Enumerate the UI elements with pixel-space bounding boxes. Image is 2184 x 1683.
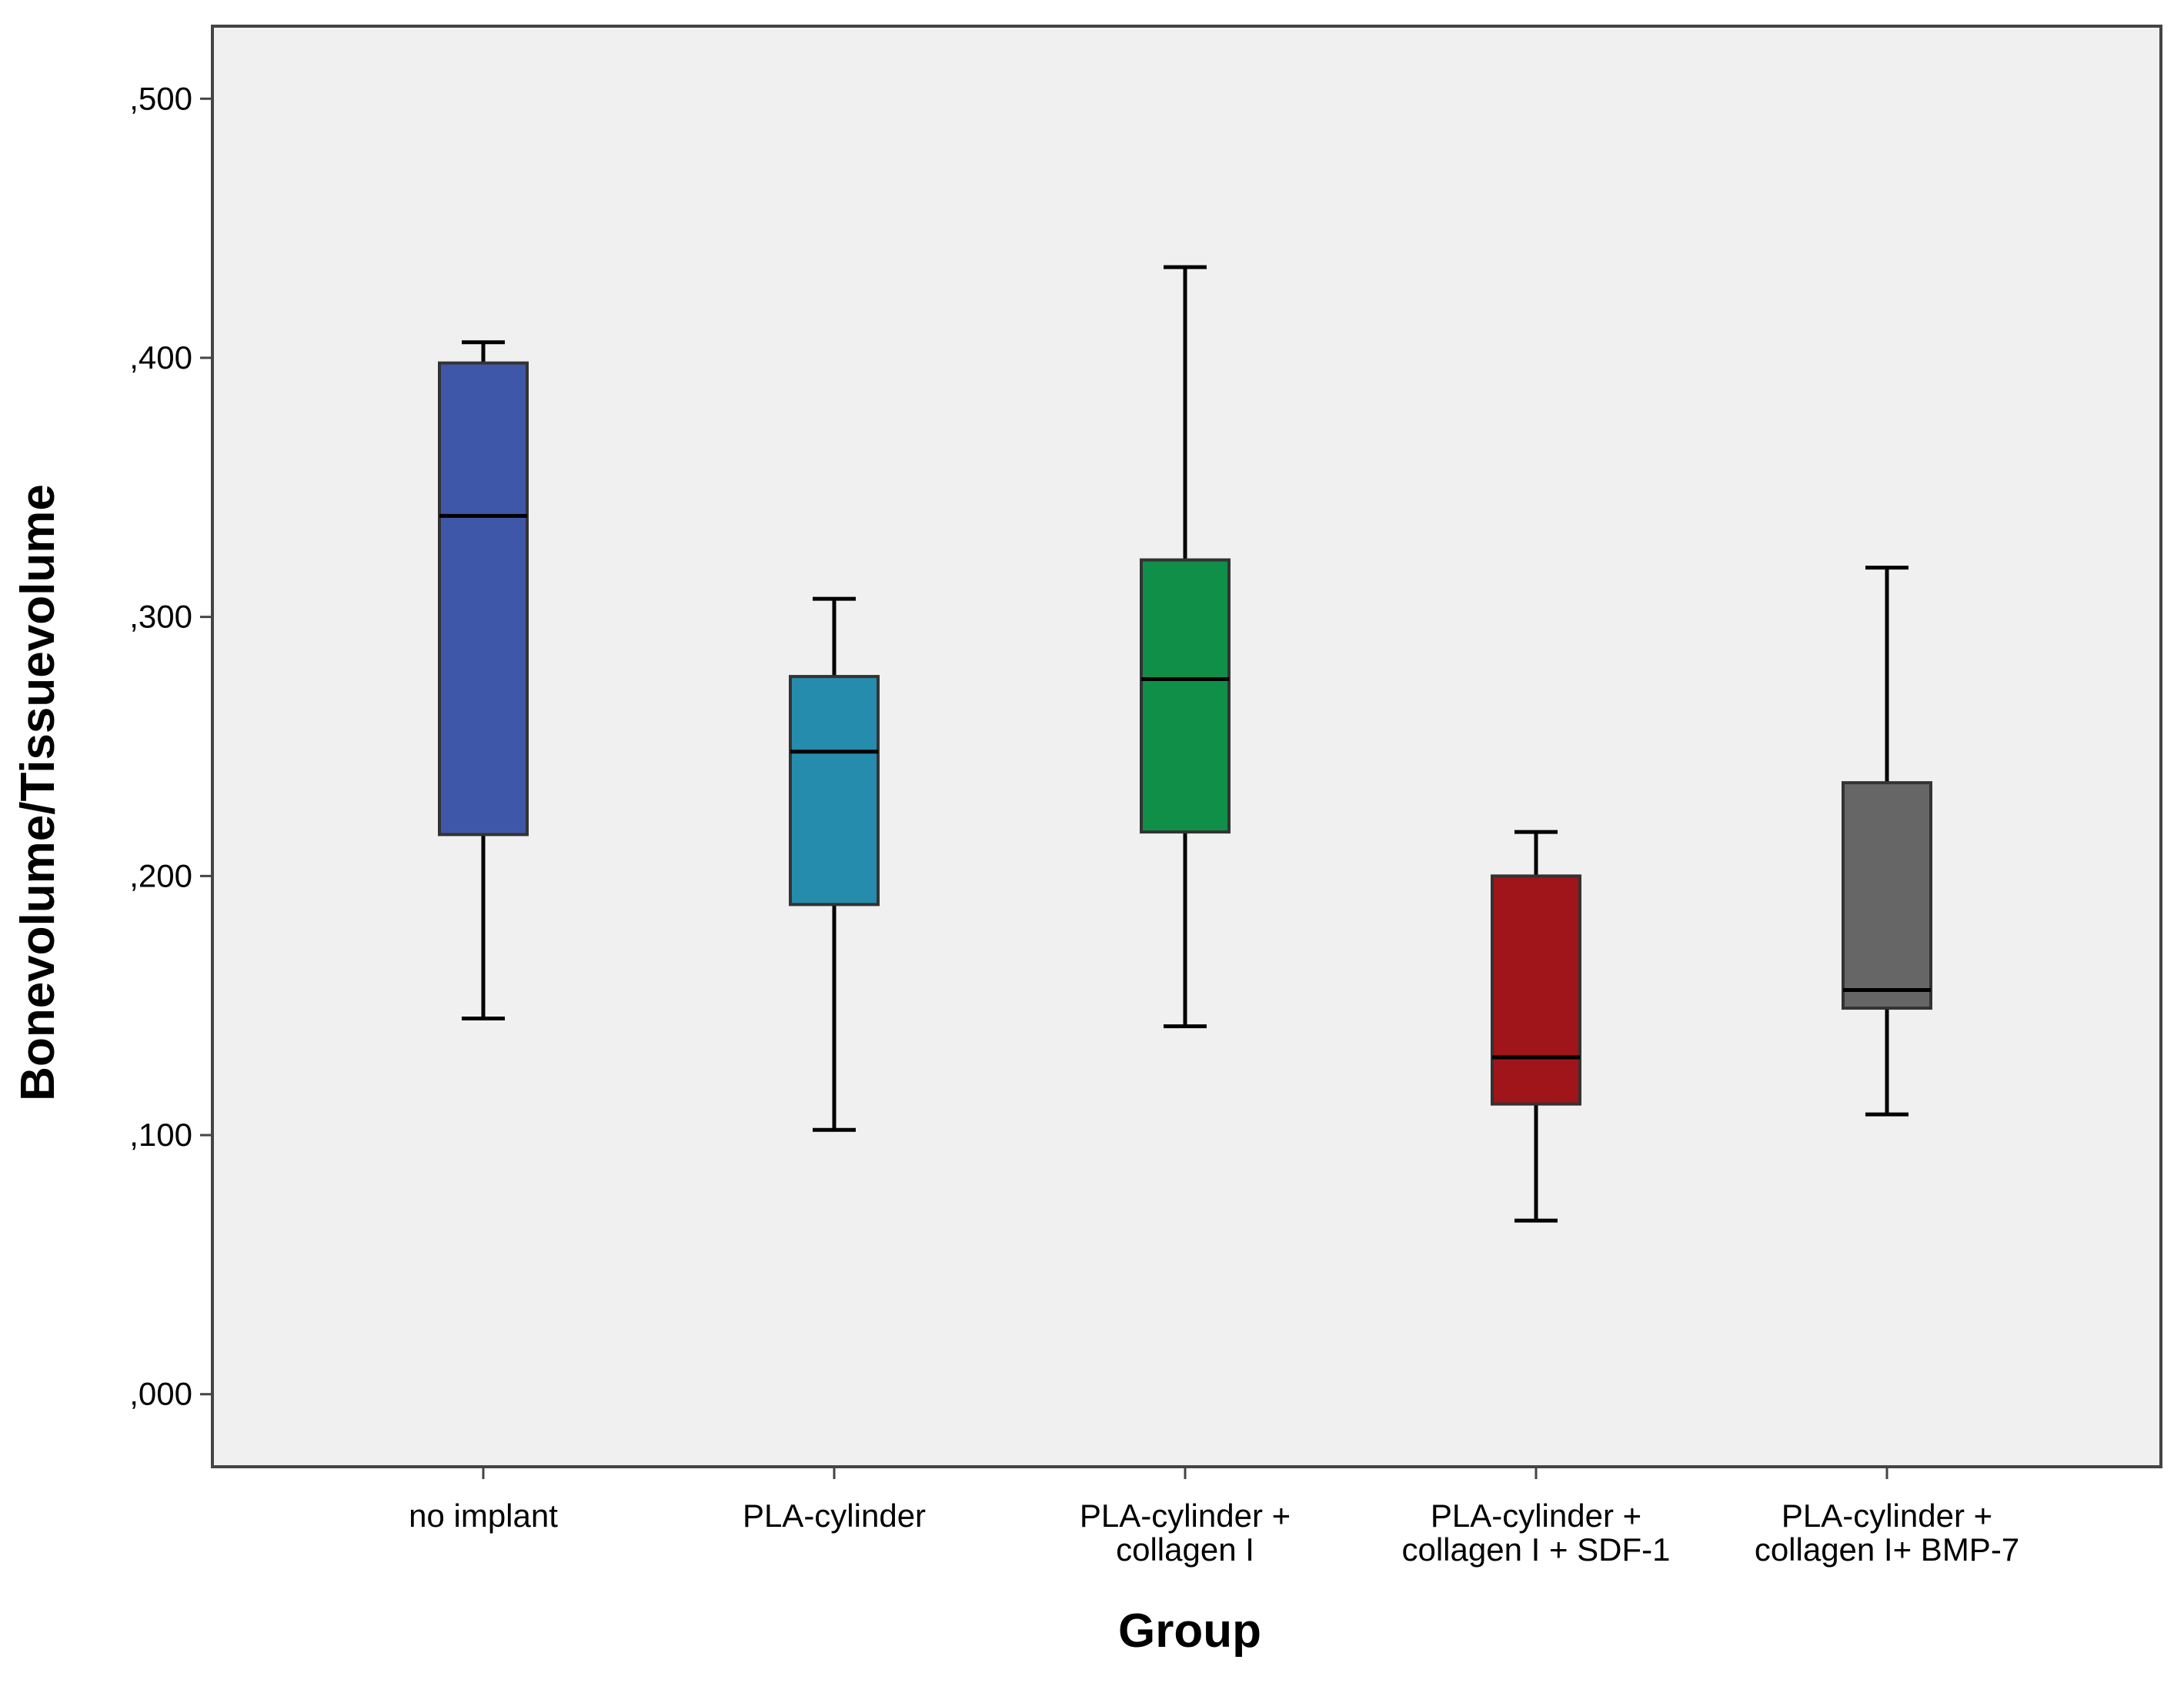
y-tick-label: ,500: [129, 80, 192, 116]
y-tick-label: ,000: [129, 1376, 192, 1412]
y-tick-label: ,200: [129, 857, 192, 893]
y-axis-title: Bonevolume/Tissuevolume: [12, 484, 65, 1101]
x-tick-label: no implant: [409, 1498, 558, 1534]
iqr-box: [1842, 781, 1932, 1010]
box-group: [438, 340, 529, 1021]
box-group: [1842, 566, 1932, 1117]
x-tick-label: PLA-cylinder + collagen I + SDF-1: [1401, 1498, 1670, 1568]
x-tick-label-line: PLA-cylinder +: [1080, 1498, 1291, 1534]
box-group: [1491, 830, 1581, 1223]
iqr-box: [1491, 874, 1581, 1106]
x-tick-label-line: PLA-cylinder: [743, 1498, 926, 1534]
x-tick-label-line: PLA-cylinder +: [1782, 1498, 1992, 1534]
box-group: [1140, 265, 1231, 1029]
iqr-box: [789, 675, 880, 907]
box-series: [438, 265, 1932, 1223]
y-tick-label: ,100: [129, 1117, 192, 1153]
x-axis: no implant PLA-cylinder PLA-cylinder + coll…: [409, 1467, 2019, 1568]
iqr-box: [1140, 558, 1231, 834]
x-tick-label: PLA-cylinder + collagen I: [1080, 1498, 1291, 1568]
x-tick-label-line: no implant: [409, 1498, 558, 1534]
y-tick-label: ,400: [129, 339, 192, 376]
iqr-box: [438, 361, 529, 836]
x-tick-label-line: collagen I: [1116, 1531, 1254, 1568]
x-tick-label: PLA-cylinder + collagen I+ BMP-7: [1755, 1498, 2019, 1568]
x-tick-label-line: collagen I + SDF-1: [1401, 1531, 1670, 1568]
y-tick-label: ,300: [129, 599, 192, 635]
x-tick-label: PLA-cylinder: [743, 1498, 926, 1534]
x-tick-label-line: PLA-cylinder +: [1431, 1498, 1641, 1534]
y-axis: ,000 ,100 ,200 ,300 ,400 ,500: [129, 80, 212, 1412]
box-group: [789, 596, 880, 1132]
x-tick-label-line: collagen I+ BMP-7: [1755, 1531, 2019, 1568]
x-axis-title: Group: [1118, 1605, 1261, 1658]
